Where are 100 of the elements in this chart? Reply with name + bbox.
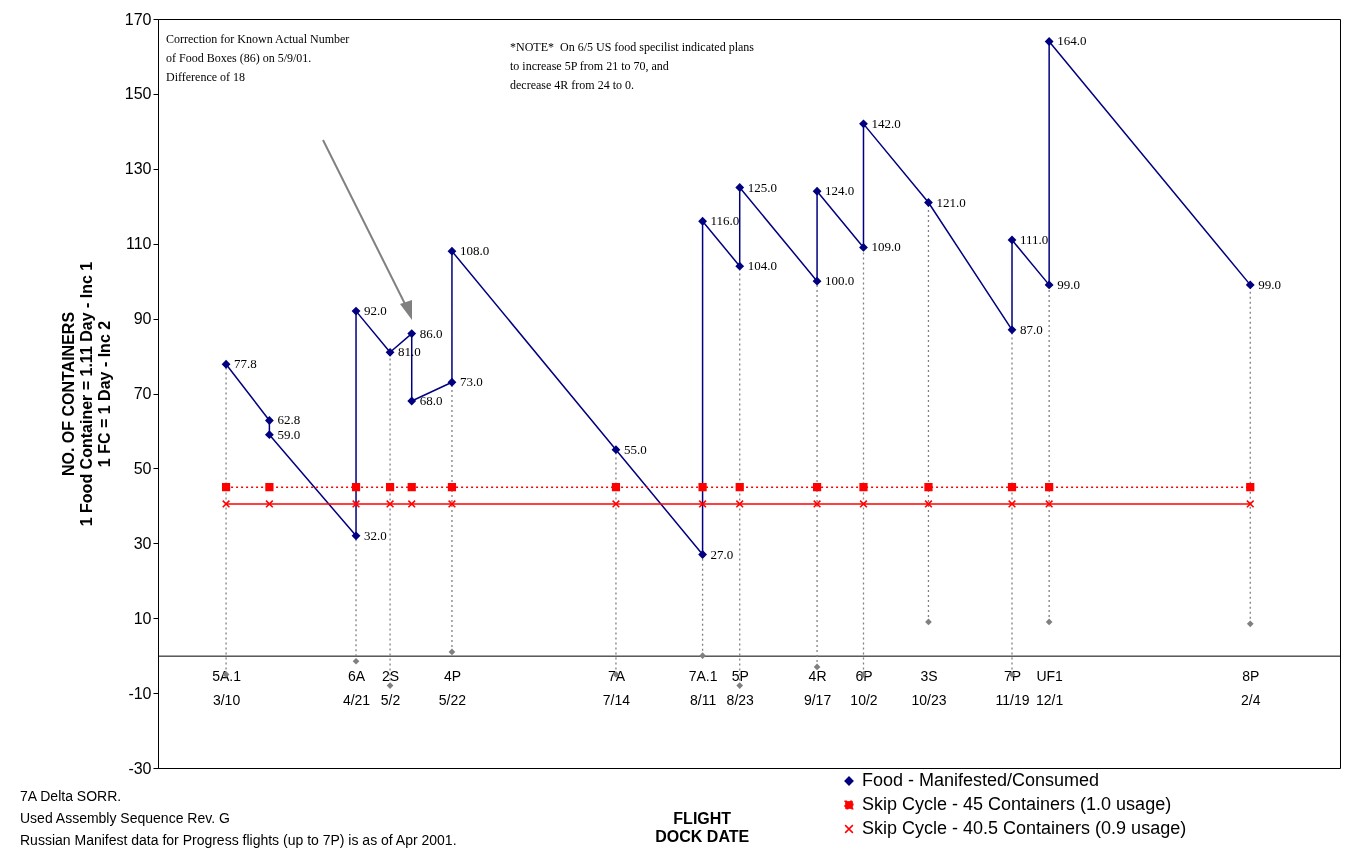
point: [1045, 280, 1054, 289]
point: [1007, 483, 1017, 492]
data-label: 125.0: [747, 179, 777, 195]
point: [407, 499, 416, 509]
data-label: 55.0: [623, 441, 647, 457]
x-tick-label: 3S 10/23: [911, 668, 947, 709]
point: [698, 217, 707, 226]
point: [448, 648, 456, 656]
point: [812, 187, 822, 196]
y-tick-label: 90: [133, 310, 152, 328]
point: [813, 663, 821, 671]
point: [1007, 325, 1017, 334]
point: [1007, 235, 1017, 245]
point: [924, 483, 933, 492]
y-tick-label: -10: [128, 684, 152, 702]
point: [1246, 483, 1255, 492]
y-tick-label: 150: [124, 85, 152, 103]
y-tick-label: 170: [124, 10, 152, 28]
data-label: 27.0: [710, 546, 734, 562]
point: [1246, 499, 1255, 509]
point: [385, 483, 395, 492]
point: [859, 243, 868, 252]
point: [735, 483, 744, 492]
point: [1246, 620, 1254, 628]
point: [351, 531, 361, 540]
data-label: 77.8: [234, 356, 257, 372]
y-tick-label: 30: [133, 534, 152, 552]
data-label: 59.0: [277, 426, 301, 442]
data-label: 87.0: [1020, 321, 1043, 337]
data-label: 104.0: [747, 258, 777, 274]
legend-label: Skip Cycle - 40.5 Containers (0.9 usage): [862, 818, 1187, 838]
point: [351, 499, 361, 509]
y-tick-label: 110: [125, 235, 152, 253]
point: [859, 119, 868, 128]
point: [407, 483, 416, 492]
point: [812, 483, 822, 492]
x-tick-label: 5P 8/23: [726, 668, 755, 709]
point: [611, 499, 621, 509]
annotation: Correction for Known Actual Number of Food Boxes (86) on 5/9/01. Difference of 18: [166, 31, 350, 86]
point: [1045, 483, 1054, 492]
y-axis-title: NO. OF CONTAINERS 1 Food Container = 1.11 Day - Inc 1 1 FC = 1 Day - Inc 2: [59, 261, 113, 527]
point: [447, 247, 457, 256]
point: [924, 198, 933, 207]
data-label: 109.0: [871, 239, 901, 255]
point: [735, 262, 744, 271]
point: [407, 329, 416, 338]
legend-label: Food - Manifested/Consumed: [862, 770, 1100, 790]
point: [611, 483, 621, 492]
data-label: 62.8: [277, 412, 301, 428]
y-tick-label: 50: [133, 459, 152, 477]
point: [407, 396, 416, 406]
data-label: 32.0: [364, 527, 387, 543]
point: [698, 499, 707, 509]
data-label: 164.0: [1057, 33, 1087, 49]
data-label: 121.0: [936, 194, 966, 210]
point: [924, 499, 933, 509]
point: [351, 483, 361, 492]
y-tick-label: 10: [133, 609, 152, 627]
point: [265, 499, 274, 509]
x-tick-label: 8P 2/4: [1241, 668, 1261, 709]
data-label: 116.0: [710, 213, 740, 229]
point: [447, 499, 457, 509]
point: [221, 499, 231, 509]
point: [735, 183, 744, 192]
x-tick-label: 4P 5/22: [438, 668, 467, 709]
x-tick-label: 7A.1 8/11: [688, 668, 718, 709]
point: [221, 483, 231, 492]
point: [447, 483, 457, 492]
point: [1045, 618, 1053, 626]
x-tick-label: 7A 7/14: [602, 668, 631, 709]
point: [1246, 280, 1255, 289]
point: [859, 499, 868, 509]
point: [698, 483, 707, 492]
x-axis-title: FLIGHT DOCK DATE: [655, 809, 750, 845]
point: [812, 277, 822, 286]
data-label: 68.0: [419, 392, 443, 408]
data-label: 73.0: [459, 374, 483, 390]
data-label: 108.0: [459, 243, 490, 259]
data-label: 111.0: [1020, 231, 1049, 247]
y-tick-label: -30: [128, 759, 152, 777]
point: [611, 445, 621, 454]
point: [1045, 499, 1054, 509]
legend-label: Skip Cycle - 45 Containers (1.0 usage): [862, 794, 1172, 814]
point: [812, 499, 822, 509]
point: [736, 682, 744, 689]
point: [265, 430, 274, 439]
x-tick-label: UF1 12/1: [1036, 668, 1064, 709]
data-label: 142.0: [871, 115, 901, 131]
point: [447, 378, 457, 387]
point: [698, 550, 707, 559]
point: [699, 652, 706, 659]
x-tick-label: 2S 5/2: [380, 668, 401, 709]
point: [1045, 37, 1054, 46]
x-tick-label: 6A 4/21: [342, 668, 371, 709]
point: [352, 657, 360, 665]
data-label: 99.0: [1258, 276, 1282, 292]
x-tick-label: 4R 9/17: [803, 668, 832, 709]
point: [1007, 499, 1017, 509]
point: [351, 307, 361, 316]
y-tick-label: 70: [133, 385, 152, 402]
